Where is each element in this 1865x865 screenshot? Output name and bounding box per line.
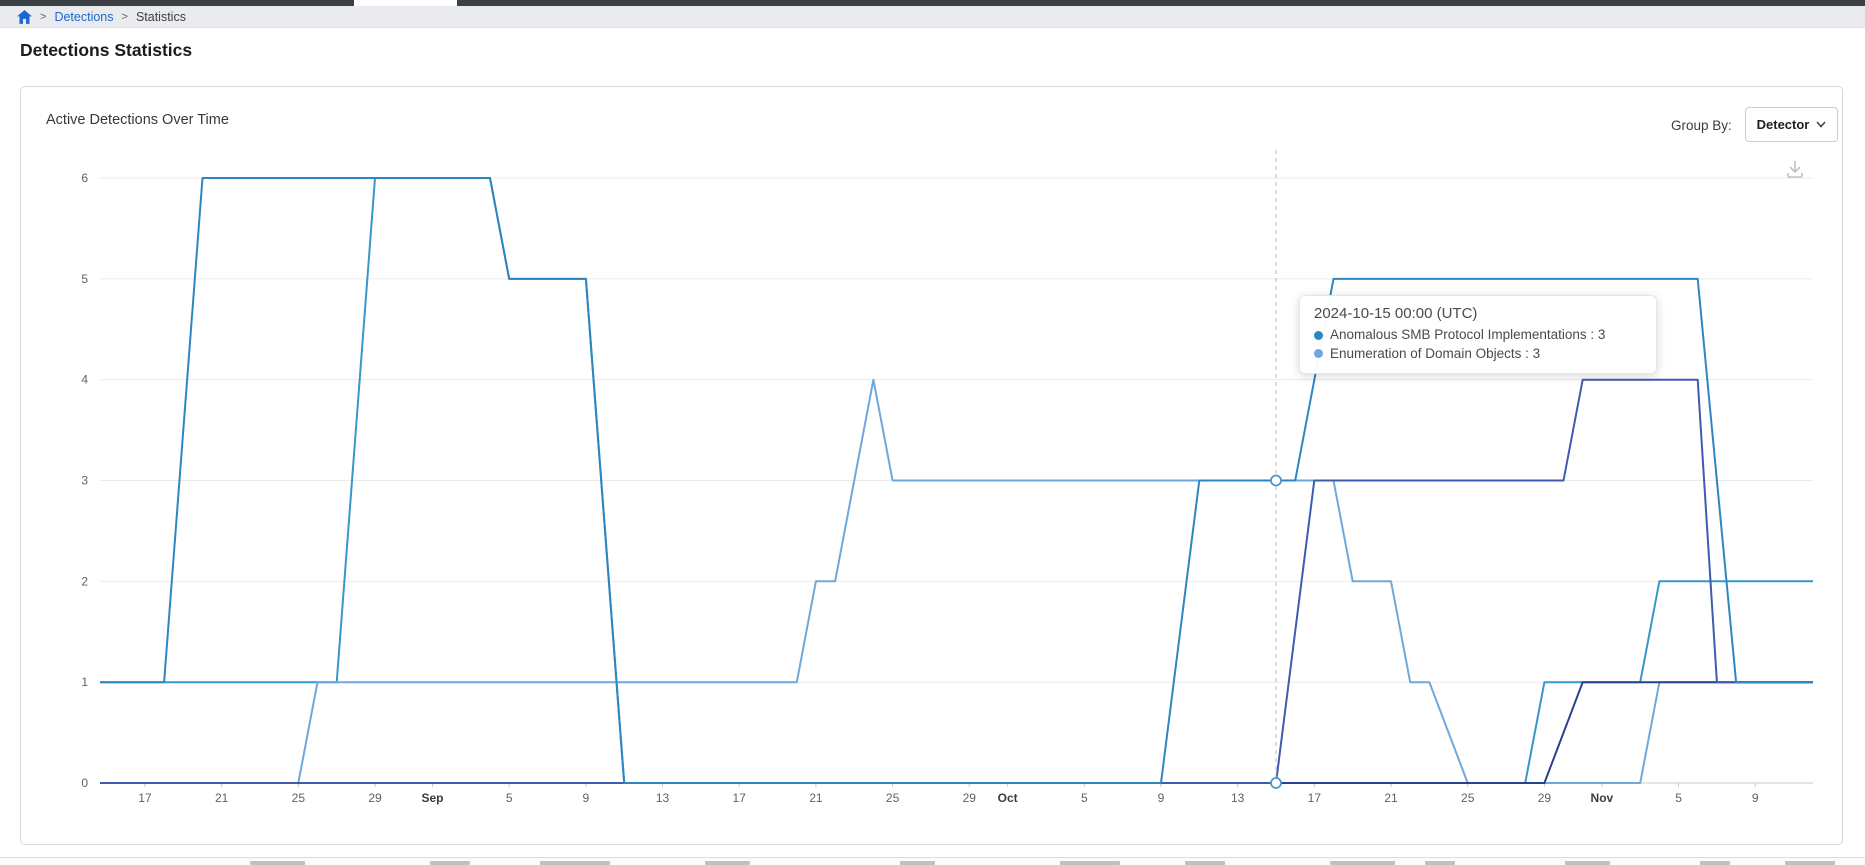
browser-chrome-strip bbox=[0, 0, 1865, 6]
cutoff-text-fragment bbox=[900, 861, 935, 865]
page-title: Detections Statistics bbox=[20, 40, 193, 60]
series-line-5 bbox=[100, 177, 1813, 784]
breadcrumb-separator: > bbox=[121, 10, 128, 23]
x-axis-label: 9 bbox=[1158, 791, 1165, 805]
download-icon[interactable] bbox=[1782, 158, 1808, 182]
cutoff-text-fragment bbox=[1565, 861, 1610, 865]
x-axis-label: 9 bbox=[583, 791, 590, 805]
y-axis-label: 6 bbox=[81, 171, 88, 185]
x-axis-label: 29 bbox=[368, 791, 382, 805]
series-line-4 bbox=[100, 378, 1813, 784]
x-axis-label: 29 bbox=[1538, 791, 1552, 805]
y-axis-label: 0 bbox=[81, 776, 88, 790]
y-axis-label: 3 bbox=[81, 474, 88, 488]
cutoff-text-fragment bbox=[1060, 861, 1120, 865]
breadcrumb-link-detections[interactable]: Detections bbox=[54, 9, 114, 24]
tooltip-series-row: Anomalous SMB Protocol Implementations :… bbox=[1314, 326, 1642, 345]
x-axis-label: 25 bbox=[886, 791, 900, 805]
cutoff-text-fragment bbox=[250, 861, 305, 865]
x-axis-label: 5 bbox=[506, 791, 513, 805]
group-by-label: Group By: bbox=[1671, 118, 1732, 133]
x-axis-label: 9 bbox=[1752, 791, 1759, 805]
x-axis-label: 17 bbox=[138, 791, 152, 805]
x-axis-label: Oct bbox=[998, 791, 1018, 805]
x-axis-label: 5 bbox=[1081, 791, 1088, 805]
cutoff-text-fragment bbox=[1700, 861, 1730, 865]
tooltip-timestamp: 2024-10-15 00:00 (UTC) bbox=[1314, 305, 1478, 322]
y-axis-label: 1 bbox=[81, 675, 88, 689]
x-axis-label: 21 bbox=[1384, 791, 1398, 805]
chart-title: Active Detections Over Time bbox=[46, 112, 229, 128]
chart-tooltip: 2024-10-15 00:00 (UTC) Anomalous SMB Pro… bbox=[1299, 295, 1657, 375]
x-axis-label: 17 bbox=[733, 791, 747, 805]
x-axis-label: Nov bbox=[1591, 791, 1614, 805]
x-axis-label: 21 bbox=[809, 791, 823, 805]
x-axis-label: 5 bbox=[1675, 791, 1682, 805]
cutoff-text-fragment bbox=[430, 861, 470, 865]
x-axis-label: 13 bbox=[656, 791, 670, 805]
breadcrumb-separator: > bbox=[40, 10, 47, 23]
y-axis-label: 2 bbox=[81, 574, 88, 588]
browser-tab-fragment bbox=[354, 0, 457, 6]
cutoff-text-fragment bbox=[540, 861, 610, 865]
group-by-dropdown[interactable]: Detector bbox=[1745, 107, 1838, 142]
x-axis-label: 17 bbox=[1308, 791, 1322, 805]
home-icon[interactable] bbox=[17, 9, 32, 24]
hover-marker bbox=[1270, 777, 1282, 789]
series-color-dot bbox=[1314, 349, 1323, 359]
chevron-down-icon bbox=[1816, 121, 1826, 128]
cutoff-text-fragment bbox=[705, 861, 750, 865]
cutoff-text-fragment bbox=[1425, 861, 1455, 865]
series-line-3 bbox=[100, 681, 1813, 784]
cutoff-text-fragment bbox=[1185, 861, 1225, 865]
x-axis-label: Sep bbox=[422, 791, 444, 805]
x-axis-label: 21 bbox=[215, 791, 229, 805]
x-axis-label: 13 bbox=[1231, 791, 1245, 805]
breadcrumb-current-statistics: Statistics bbox=[135, 9, 186, 24]
tooltip-rows: Anomalous SMB Protocol Implementations :… bbox=[1314, 326, 1642, 363]
cutoff-text-fragment bbox=[1330, 861, 1395, 865]
y-axis-label: 5 bbox=[81, 272, 88, 286]
chart-card bbox=[20, 86, 1843, 845]
tooltip-series-text: Anomalous SMB Protocol Implementations :… bbox=[1330, 327, 1606, 342]
tooltip-series-text: Enumeration of Domain Objects : 3 bbox=[1330, 345, 1541, 361]
tooltip-series-row: Enumeration of Domain Objects : 3 bbox=[1314, 345, 1642, 364]
y-axis-label: 4 bbox=[81, 373, 88, 387]
breadcrumb: > Detections > Statistics bbox=[0, 6, 1865, 28]
hover-marker bbox=[1270, 474, 1282, 487]
cutoff-text-fragment bbox=[1785, 861, 1835, 865]
group-by-value: Detector bbox=[1756, 117, 1810, 132]
cutoff-content-strip bbox=[0, 857, 1865, 865]
x-axis-label: 25 bbox=[1461, 791, 1475, 805]
series-color-dot bbox=[1314, 330, 1323, 340]
x-axis-label: 25 bbox=[292, 791, 306, 805]
x-axis-label: 29 bbox=[963, 791, 977, 805]
